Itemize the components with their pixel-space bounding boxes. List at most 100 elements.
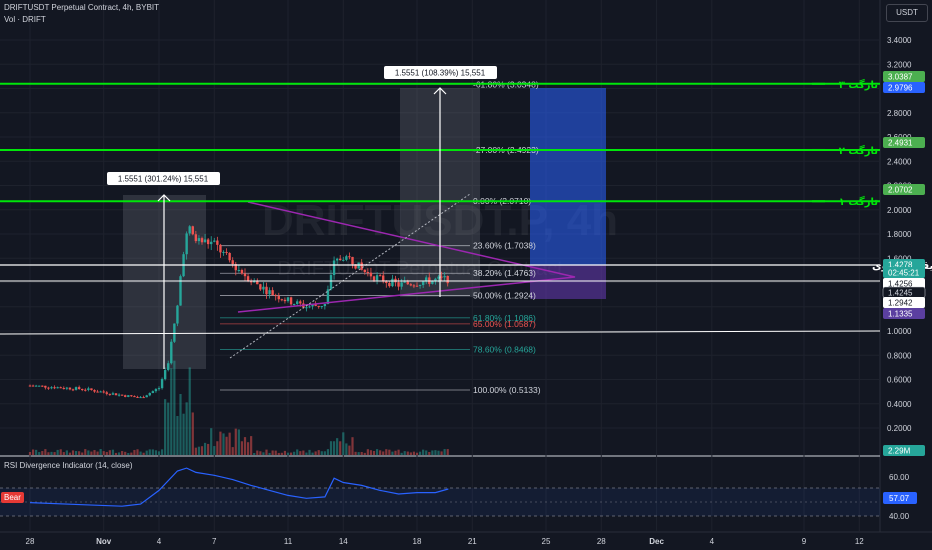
candle-body — [345, 256, 348, 260]
price-label-text: 1.2942 — [888, 299, 913, 308]
candle-body — [170, 341, 173, 364]
measure-arrowhead-2 — [433, 87, 447, 95]
price-label-badge — [883, 445, 925, 456]
position-target-box[interactable] — [530, 88, 606, 265]
time-axis-ticks: 28 Nov 4 7 11 14 18 21 25 28 Dec 4 9 12 — [26, 537, 865, 546]
volume-bar — [271, 450, 274, 455]
fib-level-label: 23.60% (1.7038) — [473, 241, 536, 251]
price-label-text: 1.1335 — [888, 310, 913, 319]
candle-body — [443, 275, 446, 278]
candle-body — [108, 393, 112, 395]
candle-body — [335, 258, 339, 261]
candle-body — [366, 272, 370, 274]
volume-bar — [96, 451, 99, 455]
time-tick-label: 9 — [802, 537, 807, 546]
price-label-badge — [883, 297, 925, 308]
candle-body — [93, 390, 96, 392]
candle-body — [434, 278, 437, 281]
candle-body — [34, 385, 38, 387]
candle-body — [96, 391, 99, 393]
price-tick-label: 0.6000 — [887, 376, 912, 385]
candle-body — [81, 388, 84, 390]
volume-bar — [90, 451, 93, 455]
candle-body — [274, 295, 277, 297]
volume-bar — [219, 431, 222, 455]
volume-bar — [200, 446, 204, 455]
volume-bar — [44, 449, 47, 455]
candle-body — [268, 290, 271, 295]
volume-bar — [99, 449, 102, 455]
position-stop-box[interactable] — [530, 265, 606, 299]
currency-button[interactable]: USDT — [886, 4, 928, 22]
volume-bar — [84, 449, 87, 455]
volume-bar — [415, 452, 419, 455]
candle-body — [283, 299, 287, 302]
volume-bar — [268, 452, 271, 455]
time-tick-label: 7 — [212, 537, 217, 546]
time-tick-label: Dec — [649, 537, 664, 546]
candle-body — [289, 297, 293, 305]
candle-body — [197, 238, 201, 242]
volume-bar — [111, 449, 115, 455]
volume-bar — [191, 412, 194, 455]
volume-bar — [68, 452, 72, 455]
candle-body — [50, 387, 53, 389]
volume-bar — [317, 450, 320, 455]
candle-body — [213, 240, 216, 242]
volume-bar — [225, 436, 228, 455]
candle-body — [200, 238, 204, 243]
price-tick-label: 3.2000 — [887, 60, 912, 69]
candle-body — [114, 393, 118, 396]
measure-label-1-text: 1.5551 (301.24%) 15,551 — [118, 175, 209, 184]
candle-body — [326, 289, 330, 304]
candle-body — [243, 273, 247, 277]
candle-body — [431, 280, 434, 284]
candle-body — [332, 260, 336, 276]
candle-body — [378, 275, 382, 277]
volume-bar — [308, 449, 311, 455]
volume-bar — [329, 441, 333, 455]
candle-body — [47, 387, 50, 389]
price-label-text: 2.9796 — [888, 84, 913, 93]
volume-bar — [440, 451, 443, 455]
candle-body — [59, 387, 62, 389]
candle-body — [68, 387, 72, 390]
time-tick-label: 21 — [468, 537, 477, 546]
candle-body — [351, 256, 354, 265]
volume-bar — [154, 450, 158, 455]
candle-body — [148, 393, 151, 396]
volume-bar — [121, 451, 124, 455]
candle-body — [382, 275, 385, 282]
volume-bar — [38, 452, 41, 455]
candle-body — [133, 396, 136, 398]
symbol-title[interactable]: DRIFTUSDT Perpetual Contract, 4h, BYBIT — [4, 3, 160, 12]
volume-bar — [293, 451, 296, 455]
volume-bar — [237, 429, 240, 455]
price-label-badge — [883, 267, 925, 278]
price-tick-label: 0.2000 — [887, 424, 912, 433]
volume-bar — [124, 451, 127, 455]
indicator-title[interactable]: RSI Divergence Indicator (14, close) — [4, 461, 133, 470]
volume-bar — [65, 450, 68, 455]
triangle-pattern[interactable] — [237, 201, 576, 313]
volume-title[interactable]: Vol · DRIFT — [4, 15, 46, 24]
volume-bar — [148, 449, 151, 455]
dotted-trendline[interactable] — [229, 193, 471, 359]
volume-bar — [428, 452, 431, 455]
time-tick-label: 18 — [413, 537, 422, 546]
volume-bar — [323, 451, 326, 455]
volume-bar — [385, 449, 388, 455]
price-label-badge — [883, 308, 925, 319]
price-label-text: 2.29M — [888, 447, 911, 456]
candle-body — [305, 307, 308, 309]
candle-body — [234, 264, 237, 271]
rsi-line — [29, 467, 449, 507]
candle-body — [354, 264, 357, 269]
volume-bar — [62, 452, 65, 455]
volume-bar — [382, 451, 385, 455]
candle-body — [228, 252, 231, 261]
volume-bar — [71, 450, 75, 455]
lower-line[interactable] — [0, 330, 881, 335]
volume-bar — [348, 445, 351, 455]
